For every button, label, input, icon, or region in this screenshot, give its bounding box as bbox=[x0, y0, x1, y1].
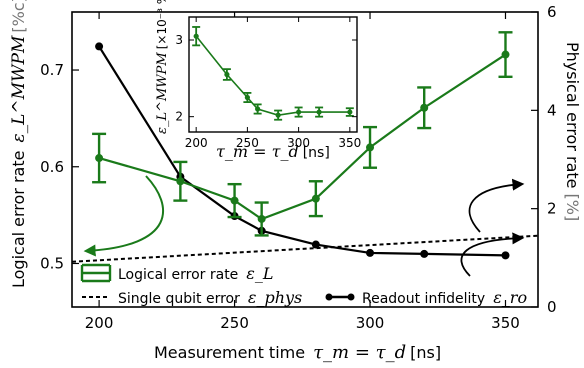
legend: Logical error rate ε_L Single qubit error… bbox=[80, 263, 527, 307]
inset-point bbox=[296, 109, 302, 115]
x-tick-label: 350 bbox=[491, 314, 520, 332]
arrow-to-left-axis bbox=[83, 175, 165, 257]
logical-point bbox=[420, 103, 429, 112]
inset-point bbox=[244, 94, 250, 101]
legend-label-readout: Readout infidelity ε_ro bbox=[362, 288, 527, 307]
main-axes: 200 250 300 350 0.5 0.6 0.7 0 2 4 6 bbox=[40, 3, 556, 332]
series-readout-line bbox=[98, 45, 506, 257]
y2-axis-label: Physical error rate[%] bbox=[563, 42, 582, 221]
series-logical-line bbox=[98, 53, 507, 221]
inset-x-tick-label: 350 bbox=[338, 136, 361, 150]
readout-point bbox=[501, 251, 510, 260]
arrow-to-right-axis-upper bbox=[468, 178, 525, 233]
inset-point bbox=[347, 109, 353, 115]
logical-point bbox=[230, 196, 239, 205]
logical-point bbox=[501, 50, 510, 59]
logical-point bbox=[257, 214, 266, 223]
legend-swatch-readout bbox=[325, 293, 355, 301]
inset-axes: 200 250 300 350 2 3 bbox=[175, 17, 361, 150]
inset-plot-series bbox=[192, 26, 354, 121]
inset-y-axis-label: ε_L^MWPM[×10⁻³ %c ns⁻¹] bbox=[155, 0, 170, 134]
x-tick-label: 300 bbox=[356, 314, 385, 332]
y-tick-label: 0.7 bbox=[40, 61, 64, 79]
inset-x-tick-label: 250 bbox=[236, 136, 259, 150]
inset-y-tick-label: 3 bbox=[175, 33, 183, 47]
y-tick-label: 0.6 bbox=[40, 158, 64, 176]
x-axis-label: Measurement time τ_m = τ_d [ns] bbox=[154, 342, 441, 363]
inset-x-tick-label: 200 bbox=[185, 136, 208, 150]
inset-point bbox=[193, 33, 199, 39]
legend-swatch-logical bbox=[80, 263, 112, 283]
main-plot-frame bbox=[71, 11, 539, 308]
y-tick-label: 0.5 bbox=[40, 254, 64, 272]
y2-tick-label: 6 bbox=[547, 3, 557, 21]
inset-point bbox=[316, 109, 322, 115]
inset-point bbox=[255, 106, 261, 112]
logical-point bbox=[176, 177, 185, 186]
inset-x-axis-label: τ_m = τ_d [ns] bbox=[216, 142, 330, 161]
inset-plot-background bbox=[189, 17, 357, 132]
inset-y-tick-label: 2 bbox=[175, 110, 183, 124]
inset-series-line bbox=[195, 35, 350, 116]
main-plot-series bbox=[71, 31, 539, 263]
y2-tick-label: 0 bbox=[547, 298, 557, 316]
inset-point bbox=[275, 112, 281, 118]
y-axis-label: Logical error rateε_L^MWPM[%c] bbox=[9, 0, 29, 288]
readout-point bbox=[311, 240, 320, 249]
inset-x-tick-label: 300 bbox=[287, 136, 310, 150]
logical-point bbox=[311, 194, 320, 203]
readout-point bbox=[366, 248, 375, 257]
arrow-to-right-axis-lower bbox=[460, 232, 525, 277]
y2-tick-label: 2 bbox=[547, 200, 557, 218]
readout-point bbox=[420, 249, 429, 258]
y2-tick-label: 4 bbox=[547, 101, 557, 119]
logical-point bbox=[95, 154, 104, 163]
logical-point bbox=[366, 143, 375, 152]
legend-label-logical: Logical error rate ε_L bbox=[118, 264, 274, 283]
legend-label-single-qubit: Single qubit error ε_phys bbox=[118, 288, 302, 307]
inset-plot-frame bbox=[188, 16, 358, 133]
x-tick-label: 250 bbox=[220, 314, 249, 332]
x-tick-label: 200 bbox=[85, 314, 114, 332]
series-single-qubit-line bbox=[71, 234, 539, 263]
readout-point bbox=[95, 42, 104, 51]
inset-point bbox=[224, 71, 230, 78]
